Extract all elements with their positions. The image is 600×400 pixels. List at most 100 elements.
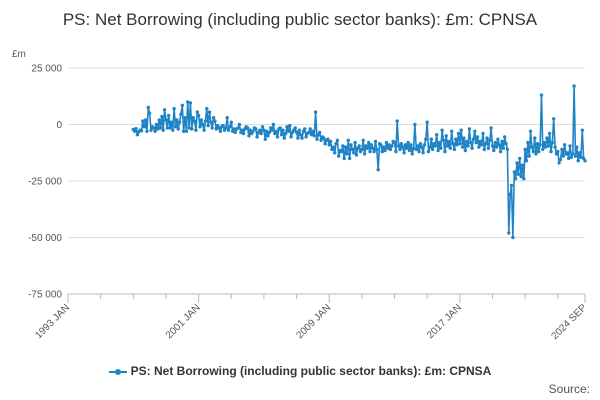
data-point[interactable] [376, 168, 380, 172]
data-point[interactable] [390, 144, 394, 148]
data-point[interactable] [251, 129, 255, 133]
data-point[interactable] [201, 122, 205, 127]
data-point[interactable] [488, 138, 492, 142]
data-point[interactable] [143, 118, 148, 122]
data-point[interactable] [426, 149, 431, 154]
data-point[interactable] [501, 146, 506, 150]
data-point[interactable] [494, 145, 499, 149]
data-point[interactable] [209, 120, 213, 124]
data-point[interactable] [369, 143, 374, 147]
data-point[interactable] [375, 147, 379, 152]
data-point[interactable] [381, 145, 386, 149]
data-point[interactable] [342, 156, 346, 161]
data-point[interactable] [422, 143, 427, 147]
data-point[interactable] [383, 148, 387, 153]
data-point[interactable] [248, 128, 252, 132]
data-point[interactable] [288, 123, 292, 128]
data-point[interactable] [439, 146, 443, 150]
data-point[interactable] [534, 152, 538, 156]
data-point[interactable] [205, 107, 209, 111]
data-point[interactable] [416, 144, 420, 148]
data-point[interactable] [458, 142, 462, 146]
data-point[interactable] [247, 134, 251, 138]
data-point[interactable] [543, 145, 548, 149]
data-point[interactable] [267, 130, 272, 135]
data-point[interactable] [539, 93, 544, 97]
data-point[interactable] [328, 139, 333, 144]
data-point[interactable] [437, 140, 442, 145]
data-point[interactable] [199, 118, 203, 122]
data-point[interactable] [398, 147, 402, 152]
data-point[interactable] [345, 152, 349, 156]
data-point[interactable] [522, 177, 526, 181]
data-point[interactable] [171, 128, 175, 132]
data-point[interactable] [518, 156, 522, 161]
data-point[interactable] [297, 128, 301, 132]
data-point[interactable] [353, 140, 357, 145]
data-point[interactable] [504, 142, 508, 146]
data-point[interactable] [452, 147, 457, 152]
data-point[interactable] [401, 145, 405, 149]
data-point[interactable] [186, 100, 190, 104]
data-point[interactable] [303, 127, 307, 131]
data-point[interactable] [557, 161, 561, 165]
data-point[interactable] [558, 157, 563, 162]
data-point[interactable] [311, 129, 315, 133]
data-point[interactable] [323, 142, 327, 146]
data-point[interactable] [516, 172, 520, 176]
data-point[interactable] [568, 144, 572, 148]
data-point[interactable] [565, 151, 569, 155]
data-point[interactable] [561, 154, 565, 158]
data-point[interactable] [549, 149, 553, 154]
data-point[interactable] [347, 156, 352, 161]
data-point[interactable] [278, 126, 282, 130]
data-point[interactable] [444, 134, 448, 138]
data-point[interactable] [560, 147, 564, 152]
data-point[interactable] [270, 128, 274, 132]
data-point[interactable] [576, 159, 580, 163]
data-point[interactable] [240, 128, 244, 132]
data-point[interactable] [357, 144, 361, 148]
data-point[interactable] [169, 120, 174, 124]
data-point[interactable] [236, 126, 240, 130]
data-point[interactable] [331, 145, 335, 149]
data-point[interactable] [508, 192, 512, 197]
data-point[interactable] [167, 113, 171, 118]
data-point[interactable] [191, 116, 195, 120]
data-point[interactable] [530, 145, 534, 149]
data-point[interactable] [569, 155, 574, 159]
data-point[interactable] [142, 125, 146, 129]
data-point[interactable] [245, 126, 250, 130]
data-point[interactable] [233, 130, 237, 135]
data-point[interactable] [553, 145, 557, 149]
data-point[interactable] [211, 116, 216, 120]
data-point[interactable] [497, 143, 501, 147]
data-point[interactable] [279, 133, 284, 137]
data-point[interactable] [141, 119, 145, 123]
data-point[interactable] [368, 149, 372, 154]
data-point[interactable] [492, 148, 496, 153]
data-point[interactable] [493, 140, 497, 145]
data-point[interactable] [462, 136, 466, 140]
data-point[interactable] [134, 126, 138, 131]
data-point[interactable] [479, 143, 484, 147]
data-point[interactable] [467, 127, 472, 131]
data-point[interactable] [402, 151, 406, 155]
data-point[interactable] [192, 119, 197, 123]
data-point[interactable] [512, 170, 516, 174]
data-point[interactable] [580, 128, 584, 132]
data-point[interactable] [515, 161, 519, 165]
data-point[interactable] [403, 143, 408, 147]
data-point[interactable] [394, 149, 398, 154]
data-point[interactable] [409, 143, 413, 147]
data-point[interactable] [481, 131, 485, 136]
data-point[interactable] [296, 136, 300, 140]
data-point[interactable] [226, 128, 231, 132]
data-point[interactable] [443, 149, 447, 154]
data-point[interactable] [478, 139, 482, 144]
data-point[interactable] [135, 133, 140, 137]
data-point[interactable] [474, 140, 478, 145]
data-point[interactable] [537, 149, 541, 154]
data-point[interactable] [165, 126, 169, 130]
data-point[interactable] [482, 147, 486, 152]
